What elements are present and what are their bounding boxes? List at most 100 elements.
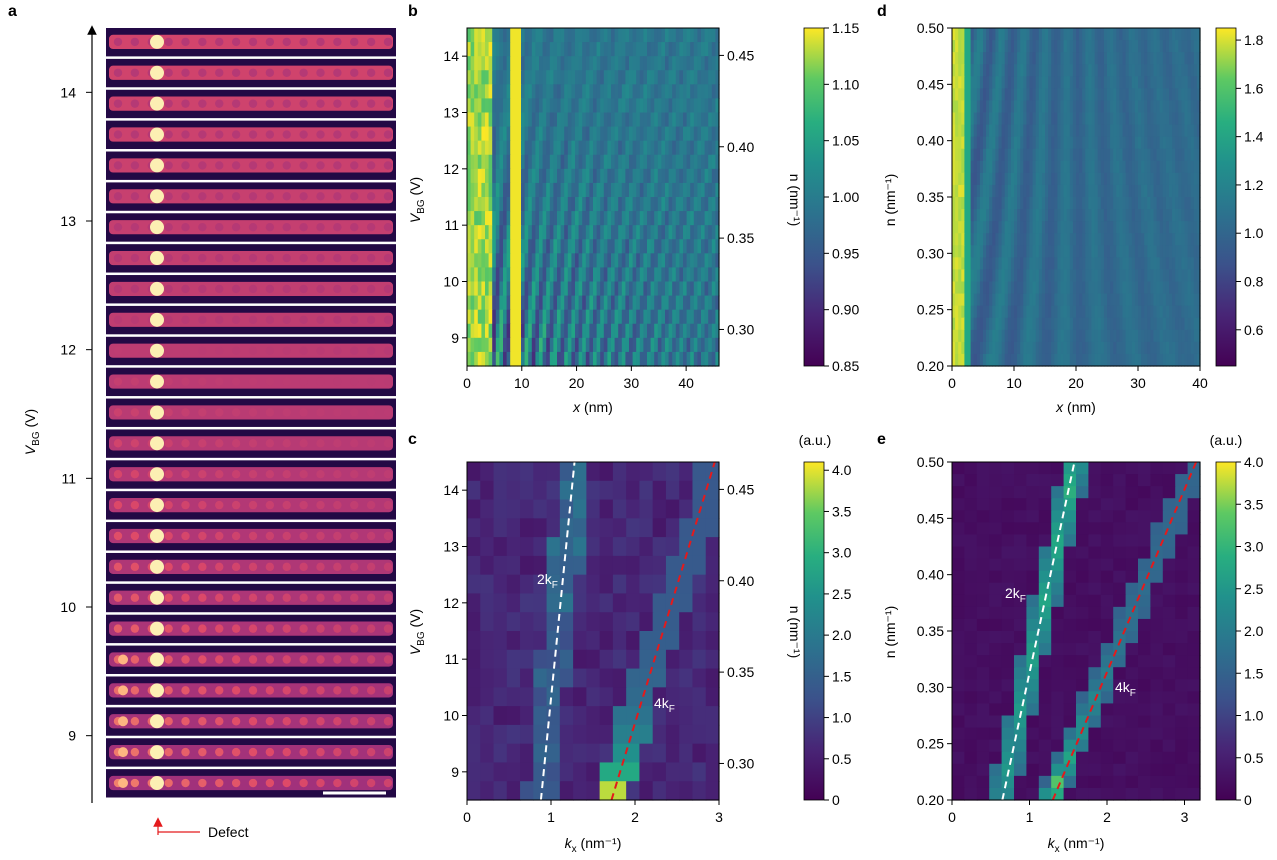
panel-e-heatmap-cell [1125,462,1139,475]
panel-d-heatmap-cell [1141,136,1145,150]
panel-d-heatmap-cell [1119,269,1124,283]
panel-d-heatmap-cell [1048,221,1052,234]
panel-d-heatmap-cell [986,76,990,89]
panel-d-heatmap-cell [1007,317,1012,331]
panel-b-heatmap-cell [492,84,497,100]
panel-d-heatmap-cell [1041,221,1046,234]
panel-d-heatmap-cell [1190,148,1195,162]
panel-d-heatmap-cell [1048,160,1052,174]
panel-c-heatmap-cell [639,706,654,726]
panel-d-heatmap-cell [1082,353,1086,367]
panel-d-heatmap-cell [1029,136,1034,150]
panel-b-heatmap-cell [708,126,713,142]
panel-d-heatmap-cell [1144,148,1148,162]
stm-strip-spot [366,686,376,695]
panel-b-heatmap-cell [503,239,508,254]
panel-b-heatmap-cell [477,182,482,198]
panel-d-heatmap-cell [1141,317,1145,331]
panel-c-heatmap-cell [586,706,601,726]
panel-c-heatmap-cell [573,631,587,651]
panel-d-heatmap-cell [1153,209,1158,222]
panel-b-heatmap-cell [654,56,659,71]
panel-b-heatmap-cell [647,197,652,212]
panel-d-heatmap-cell [1187,305,1192,319]
stm-strip-spot [130,130,140,139]
panel-d-heatmap-cell [973,329,978,343]
panel-b-heatmap-cell [582,154,587,170]
panel-d-heatmap-cell [1119,317,1124,331]
panel-b-heatmap-cell [546,211,551,226]
panel-b-heatmap-cell [708,154,713,170]
panel-d-heatmap-cell [1113,184,1117,198]
panel-c-heatmap-cell [533,518,548,538]
panel-d-heatmap-cell [970,184,975,198]
panel-b-heatmap-cell [672,70,677,85]
stm-strip-spot [333,253,342,263]
stm-strip-spot [265,470,275,479]
panel-c-heatmap-cell [679,462,694,482]
panel-d-heatmap-cell [1014,209,1018,222]
panel-d-heatmap-cell [1001,197,1006,210]
panel-d-heatmap-cell [1020,28,1024,41]
panel-b-heatmap-cell [488,42,493,57]
panel-d-heatmap-cell [1094,88,1099,102]
panel-c-heatmap-cell [679,724,694,745]
panel-d-heatmap-cell [1066,281,1071,295]
stm-strip-spot [350,253,359,263]
panel-b-heatmap-cell [578,323,583,339]
panel-b-heatmap-cell [679,197,684,212]
panel-b-heatmap-cell [686,168,691,184]
panel-b-heatmap-cell [697,56,702,71]
panel-b-heatmap-cell [632,140,637,156]
panel-d-heatmap-cell [1107,305,1111,319]
panel-d-heatmap-cell [1010,76,1015,89]
stm-strip-spot [333,377,342,386]
defect-spot [150,436,164,451]
defect-spot [150,683,164,698]
panel-d-heatmap-cell [1165,329,1170,343]
panel-d-heatmap-cell [1017,209,1021,222]
panel-d-heatmap-cell [973,209,978,222]
panel-b-heatmap-cell [639,267,644,283]
panel-b-heatmap-cell [589,182,594,198]
panel-c-heatmap-cell [480,612,495,632]
panel-b-heatmap-cell [585,154,590,170]
panel-c-heatmap-cell [520,649,534,670]
panel-b-heatmap-cell [535,309,540,325]
panel-d-heatmap-cell [1131,28,1136,41]
stm-strip-spot [181,717,190,726]
panel-d-heatmap-cell [1162,245,1167,258]
panel-b-heatmap-cell [578,56,583,71]
panel-b-heatmap-cell [506,168,511,184]
stm-strip-spot [265,408,275,417]
panel-c-cbar-unit: (a.u.) [799,432,832,448]
panel-b-heatmap-cell [665,337,670,353]
panel-d-heatmap-cell [1150,221,1155,234]
panel-d-heatmap-cell [1001,269,1006,283]
panel-d-heatmap-cell [1026,317,1031,331]
panel-d-heatmap-cell [1184,136,1189,150]
panel-d-heatmap-cell [1091,40,1096,53]
panel-d-heatmap-cell [998,281,1003,295]
panel-d-heatmap-cell [1144,317,1148,331]
panel-b-heatmap-cell [492,309,497,325]
panel-d-heatmap-cell [1150,148,1155,162]
panel-b-heatmap-cell [665,56,670,71]
panel-d-heatmap-cell [979,160,984,174]
panel-d-heatmap-cell [1116,100,1120,114]
panel-d-heatmap-cell [1004,329,1009,343]
panel-d-heatmap-cell [1023,209,1027,222]
panel-d-heatmap-cell [1184,76,1189,89]
panel-b-heatmap-cell [521,42,526,57]
panel-b-heatmap-cell [593,309,598,325]
panel-d-heatmap-cell [1184,160,1189,174]
stm-strip-spot [383,500,393,510]
panel-d-heatmap-cell [1119,52,1124,65]
stm-strip-spot [282,68,291,77]
panel-b-heatmap-cell [571,84,576,100]
panel-d-heatmap-cell [961,353,965,367]
stm-strip-spot [164,192,173,201]
panel-d-heatmap-cell [1054,257,1058,271]
panel-c-heatmap-cell [467,724,481,745]
panel-c-heatmap-cell [679,706,694,726]
